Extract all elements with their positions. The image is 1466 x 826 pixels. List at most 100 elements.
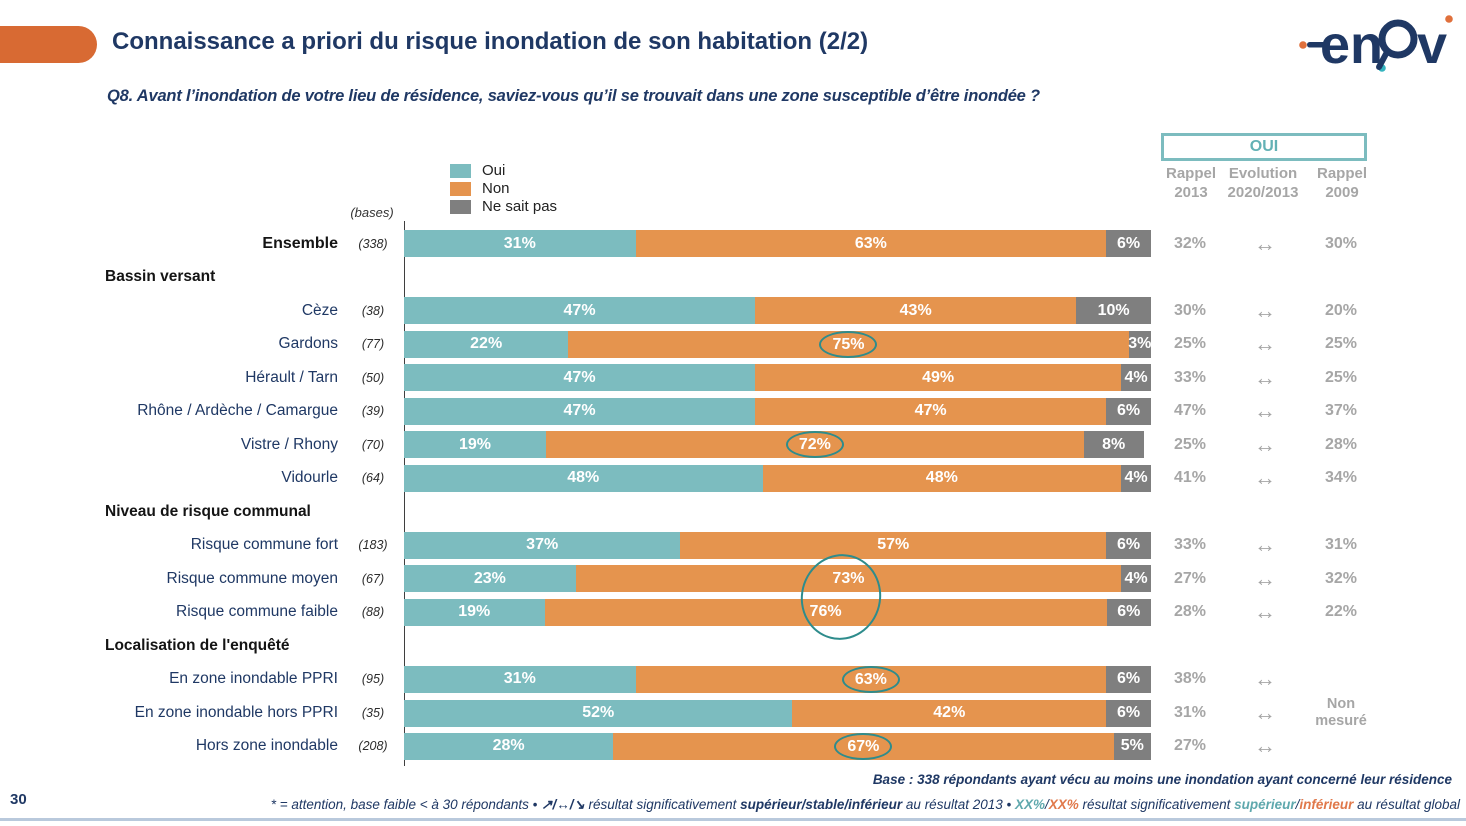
- bottom-rule: [0, 818, 1466, 821]
- section-row: Niveau de risque communal: [0, 495, 1381, 529]
- bar-segment-ne-sait-pas: 5%: [1113, 732, 1151, 760]
- bar-value: 5%: [1120, 737, 1144, 755]
- bar-segment-non: 43%: [755, 297, 1077, 325]
- bar-segment-ne-sait-pas: 8%: [1083, 431, 1144, 459]
- evolution-arrow: ↔: [1254, 297, 1276, 323]
- bar-segment-non: 73%: [575, 565, 1122, 593]
- bar-value: 52%: [582, 704, 615, 721]
- row-label: En zone inondable PPRI: [169, 670, 338, 688]
- bar-segment-oui: 52%: [404, 699, 793, 727]
- footnote-segment: * = attention, base faible < à 30 répond…: [270, 797, 542, 812]
- bar-segment-ne-sait-pas: 4%: [1121, 464, 1151, 492]
- bar-value: 57%: [877, 536, 910, 554]
- footnote-segment: /: [1045, 797, 1049, 812]
- bar-value: 67%: [834, 732, 893, 760]
- base-note: Base : 338 répondants ayant vécu au moin…: [872, 772, 1452, 787]
- chart-row: Vistre / Rhony (70) 19% 72% 8% 25% ↔ 28%: [0, 428, 1381, 462]
- chart-row: Vidourle (64) 48% 48% 4% 41% ↔ 34%: [0, 462, 1381, 496]
- row-base: (64): [361, 471, 385, 486]
- row-bars: 47% 49% 4%: [404, 364, 1151, 392]
- bar-segment-oui: 48%: [404, 464, 763, 492]
- bar-value: 48%: [925, 469, 958, 487]
- chart-row: Risque commune moyen (67) 23% 73% 4% 27% ↔…: [0, 562, 1381, 596]
- recall-2013-value: 30%: [1173, 301, 1207, 319]
- bar-segment-non: 57%: [680, 531, 1107, 559]
- bar-value: 42%: [933, 704, 966, 721]
- svg-text:en: en: [1320, 15, 1383, 75]
- chart-row: Gardons (77) 22% 75% 3% 25% ↔ 25%: [0, 328, 1381, 362]
- legend-swatch: [450, 199, 471, 214]
- bar-segment-oui: 19%: [404, 431, 546, 459]
- bar-segment-non: 63%: [635, 230, 1107, 258]
- bar-value: 6%: [1117, 536, 1141, 554]
- bar-value: 19%: [458, 435, 491, 453]
- recall-2009-value: 28%: [1324, 435, 1358, 453]
- legend-swatch: [450, 163, 471, 178]
- bar-segment-non: 42%: [792, 699, 1107, 727]
- bar-value: 31%: [503, 234, 536, 252]
- row-label: Hors zone inondable: [195, 737, 338, 755]
- row-base: (50): [361, 370, 385, 385]
- evolution-arrow: ↔: [1254, 364, 1276, 390]
- recall-2013-value: 33%: [1173, 536, 1207, 554]
- bar-segment-non: 76%: [544, 598, 1107, 626]
- bar-segment-non: 72%: [545, 431, 1084, 459]
- evolution-arrow: ↔: [1254, 532, 1276, 558]
- header-accent-bar: [0, 26, 97, 63]
- bar-segment-ne-sait-pas: 6%: [1106, 397, 1151, 425]
- chart-row: Risque commune fort (183) 37% 57% 6% 33% ↔…: [0, 529, 1381, 563]
- bar-segment-non: 47%: [755, 397, 1107, 425]
- row-base: (70): [361, 437, 385, 452]
- bases-label: (bases): [350, 205, 394, 220]
- recall-2013-value: 38%: [1173, 670, 1207, 688]
- bar-value: 72%: [785, 431, 844, 459]
- bar-value: 47%: [914, 402, 947, 420]
- bar-value: 43%: [899, 301, 932, 319]
- legend-label: Ne sait pas: [482, 198, 558, 215]
- footnote-segment: XX%: [1014, 797, 1045, 812]
- oui-header-box: OUI: [1161, 133, 1367, 161]
- row-base: (95): [361, 672, 385, 687]
- bar-segment-oui: 37%: [404, 531, 681, 559]
- row-bars: 47% 43% 10%: [404, 297, 1151, 325]
- bar-value: 22%: [470, 335, 503, 353]
- footnote-segment: /: [1295, 797, 1300, 812]
- bar-value: 76%: [809, 603, 842, 621]
- evolution-arrow: ↔: [1254, 733, 1276, 759]
- bar-segment-oui: 19%: [404, 598, 545, 626]
- bar-value: 47%: [563, 402, 596, 420]
- row-label: Cèze: [301, 301, 338, 319]
- page-number: 30: [10, 791, 27, 808]
- evolution-arrow: ↔: [1254, 599, 1276, 625]
- bar-value: 6%: [1117, 402, 1141, 420]
- bar-segment-oui: 47%: [404, 297, 756, 325]
- bar-segment-ne-sait-pas: 6%: [1106, 699, 1151, 727]
- bar-value: 8%: [1102, 435, 1126, 453]
- page-title: Connaissance a priori du risque inondati…: [112, 28, 869, 55]
- legend-item: Ne sait pas: [450, 198, 557, 215]
- bar-segment-oui: 23%: [404, 565, 576, 593]
- recall-2013-value: 41%: [1173, 469, 1207, 487]
- row-bars: 37% 57% 6%: [404, 531, 1151, 559]
- row-bars: 28% 67% 5%: [404, 732, 1151, 760]
- recall-2013-value: 28%: [1173, 603, 1207, 621]
- footnote-segment: supérieur: [1234, 797, 1296, 812]
- footnote-segment: XX%: [1048, 797, 1079, 812]
- bar-segment-non: 67%: [613, 732, 1114, 760]
- enov-logo: en v: [1296, 6, 1456, 80]
- bar-value: 47%: [563, 368, 596, 386]
- bar-value: 6%: [1117, 234, 1141, 252]
- row-bars: 19% 76% 6%: [404, 598, 1151, 626]
- bar-segment-ne-sait-pas: 6%: [1106, 598, 1151, 626]
- bar-value: 48%: [567, 469, 600, 487]
- bar-value: 4%: [1124, 469, 1148, 487]
- bar-segment-non: 63%: [635, 665, 1107, 693]
- section-row: Bassin versant: [0, 261, 1381, 295]
- recall-2013-value: 33%: [1173, 368, 1207, 386]
- legend-item: Non: [450, 180, 557, 197]
- recall-2013-value: 27%: [1173, 737, 1207, 755]
- recall-2009-value: 31%: [1324, 536, 1358, 554]
- bar-value: 19%: [458, 603, 491, 621]
- axis-line: [404, 221, 406, 766]
- row-bars: 22% 75% 3%: [404, 330, 1151, 358]
